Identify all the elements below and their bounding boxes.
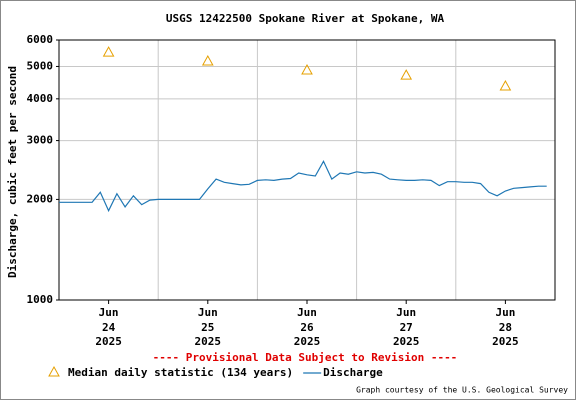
y-tick-label: 4000 xyxy=(27,92,54,105)
x-tick-label: Jun 25 2025 xyxy=(194,306,222,348)
chart-title: USGS 12422500 Spokane River at Spokane, … xyxy=(166,12,445,25)
median-marker xyxy=(201,55,214,66)
x-tick-label: Jun 24 2025 xyxy=(95,306,122,348)
median-marker xyxy=(102,46,115,57)
legend-label: Discharge xyxy=(323,366,383,379)
y-tick-label: 3000 xyxy=(27,134,54,147)
median-marker xyxy=(400,69,413,80)
y-tick-label: 5000 xyxy=(27,59,54,72)
y-tick-label: 2000 xyxy=(27,192,54,205)
x-tick-label: Jun 28 2025 xyxy=(492,306,519,348)
median-marker xyxy=(499,79,512,91)
provisional-note: ---- Provisional Data Subject to Revisio… xyxy=(153,351,458,364)
y-tick-label: 1000 xyxy=(27,293,54,306)
discharge-line xyxy=(59,159,547,213)
legend-label: Median daily statistic (134 years) xyxy=(68,366,293,379)
y-tick-label: 6000 xyxy=(27,33,54,46)
plot-area xyxy=(59,40,555,300)
credit: Graph courtesy of the U.S. Geological Su… xyxy=(356,386,568,395)
x-tick-label: Jun 27 2025 xyxy=(392,306,420,348)
y-axis-label: Discharge, cubic feet per second xyxy=(6,66,19,278)
median-marker xyxy=(301,63,313,75)
plot-border xyxy=(58,39,556,301)
legend-marker xyxy=(48,365,60,377)
x-tick-label: Jun 26 2025 xyxy=(293,306,321,348)
